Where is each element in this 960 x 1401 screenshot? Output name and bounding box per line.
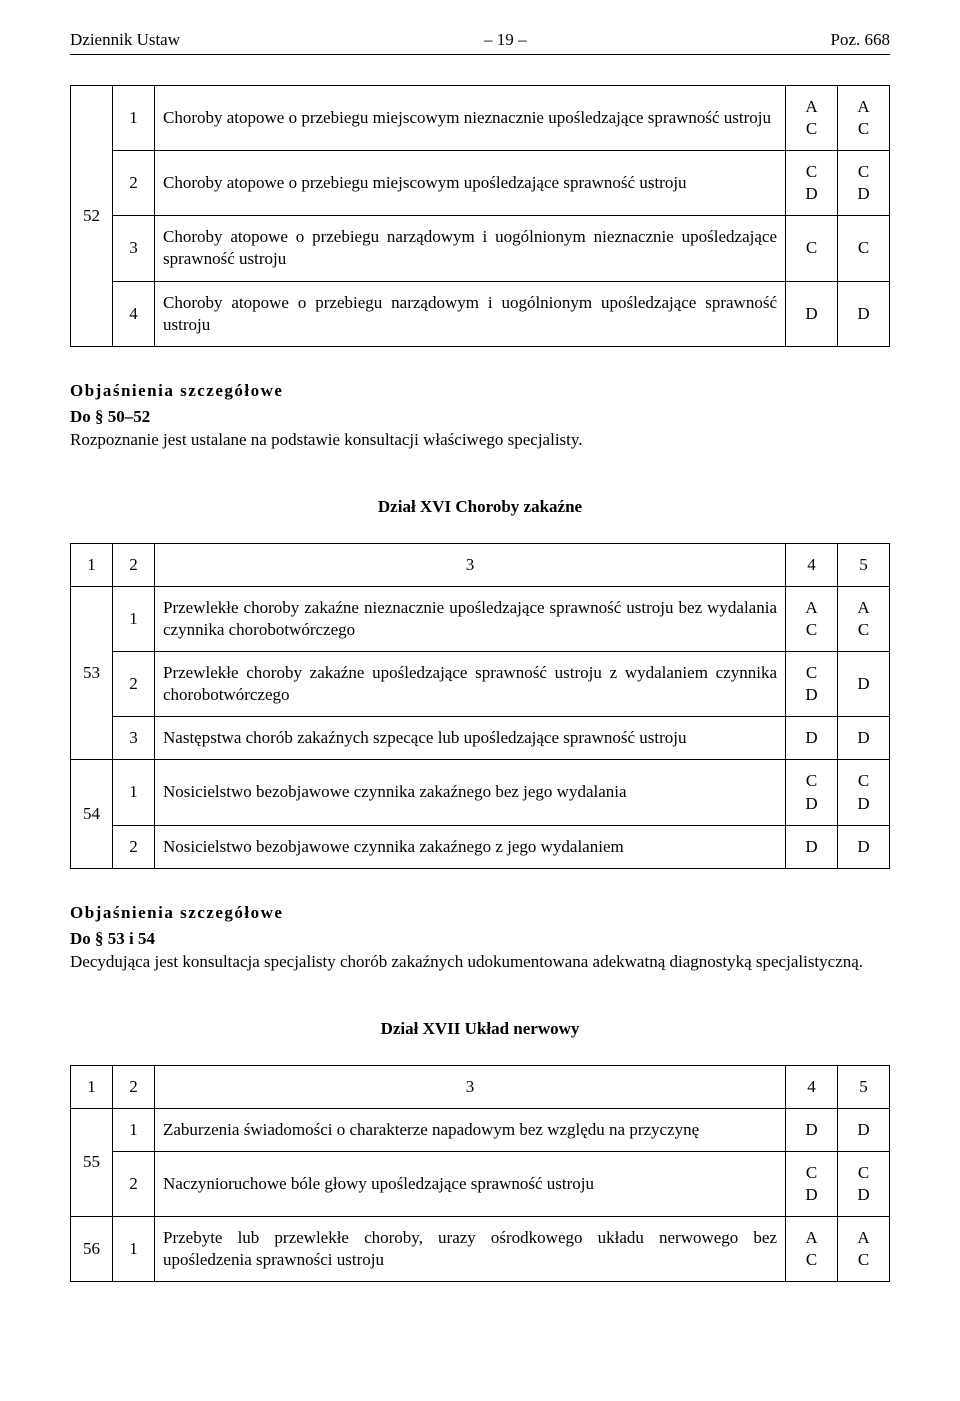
table-row: 55 1 Zaburzenia świadomości o charakterz… [71, 1108, 890, 1151]
row-val4: CD [786, 1151, 838, 1216]
row-desc: Przebyte lub przewlekłe choroby, urazy o… [155, 1217, 786, 1282]
row-val5: D [838, 281, 890, 346]
row-group-label: 53 [71, 586, 113, 759]
explain-text: Rozpoznanie jest ustalane na podstawie k… [70, 429, 890, 451]
table-row: 54 1 Nosicielstwo bezobjawowe czynnika z… [71, 760, 890, 825]
header-right: Poz. 668 [830, 30, 890, 50]
sub-number: 2 [113, 825, 155, 868]
row-desc: Naczynioruchowe bóle głowy upośledzające… [155, 1151, 786, 1216]
col-header: 5 [838, 543, 890, 586]
row-val5: C [838, 216, 890, 281]
explain-sub: Do § 53 i 54 [70, 929, 890, 949]
table-52: 52 1 Choroby atopowe o przebiegu miejsco… [70, 85, 890, 347]
col-header: 1 [71, 543, 113, 586]
table-header-row: 1 2 3 4 5 [71, 543, 890, 586]
row-desc: Następstwa chorób zakaźnych szpecące lub… [155, 717, 786, 760]
explain-title: Objaśnienia szczegółowe [70, 903, 890, 923]
sub-number: 1 [113, 586, 155, 651]
row-val4: AC [786, 86, 838, 151]
explain-text: Decydująca jest konsultacja specjalisty … [70, 951, 890, 973]
row-val5: D [838, 717, 890, 760]
sub-number: 1 [113, 86, 155, 151]
row-desc: Choroby atopowe o przebiegu miejscowym u… [155, 151, 786, 216]
explain-sub: Do § 50–52 [70, 407, 890, 427]
table-row: 3 Następstwa chorób zakaźnych szpecące l… [71, 717, 890, 760]
header-left: Dziennik Ustaw [70, 30, 180, 50]
row-val5: CD [838, 151, 890, 216]
col-header: 5 [838, 1065, 890, 1108]
sub-number: 3 [113, 216, 155, 281]
row-val4: AC [786, 586, 838, 651]
table-row: 52 1 Choroby atopowe o przebiegu miejsco… [71, 86, 890, 151]
table-row: 4 Choroby atopowe o przebiegu narządowym… [71, 281, 890, 346]
row-val4: C [786, 216, 838, 281]
col-header: 3 [155, 543, 786, 586]
table-row: 56 1 Przebyte lub przewlekłe choroby, ur… [71, 1217, 890, 1282]
table-row: 53 1 Przewlekłe choroby zakaźne nieznacz… [71, 586, 890, 651]
row-val5: CD [838, 760, 890, 825]
row-val5: CD [838, 1151, 890, 1216]
row-val4: CD [786, 760, 838, 825]
row-desc: Przewlekłe choroby zakaźne nieznacznie u… [155, 586, 786, 651]
table-55-56: 1 2 3 4 5 55 1 Zaburzenia świadomości o … [70, 1065, 890, 1283]
row-val4: D [786, 825, 838, 868]
table-row: 3 Choroby atopowe o przebiegu narządowym… [71, 216, 890, 281]
sub-number: 1 [113, 1217, 155, 1282]
row-group-label: 54 [71, 760, 113, 868]
explain-title: Objaśnienia szczegółowe [70, 381, 890, 401]
header-center: – 19 – [484, 30, 527, 50]
table-row: 2 Naczynioruchowe bóle głowy upośledzają… [71, 1151, 890, 1216]
row-val4: D [786, 281, 838, 346]
row-desc: Nosicielstwo bezobjawowe czynnika zakaźn… [155, 760, 786, 825]
row-val4: AC [786, 1217, 838, 1282]
row-val5: AC [838, 86, 890, 151]
col-header: 4 [786, 1065, 838, 1108]
sub-number: 3 [113, 717, 155, 760]
row-val5: D [838, 652, 890, 717]
row-desc: Przewlekłe choroby zakaźne upośledzające… [155, 652, 786, 717]
sub-number: 1 [113, 1108, 155, 1151]
division-title: Dział XVI Choroby zakaźne [70, 497, 890, 517]
row-val5: AC [838, 1217, 890, 1282]
row-desc: Choroby atopowe o przebiegu narządowym i… [155, 281, 786, 346]
row-desc: Choroby atopowe o przebiegu narządowym i… [155, 216, 786, 281]
row-group-label: 56 [71, 1217, 113, 1282]
col-header: 4 [786, 543, 838, 586]
row-desc: Nosicielstwo bezobjawowe czynnika zakaźn… [155, 825, 786, 868]
sub-number: 2 [113, 652, 155, 717]
row-val4: CD [786, 151, 838, 216]
row-group-label: 55 [71, 1108, 113, 1216]
row-group-label: 52 [71, 86, 113, 347]
row-val4: D [786, 1108, 838, 1151]
sub-number: 4 [113, 281, 155, 346]
row-val5: D [838, 825, 890, 868]
row-desc: Zaburzenia świadomości o charakterze nap… [155, 1108, 786, 1151]
sub-number: 1 [113, 760, 155, 825]
table-row: 2 Przewlekłe choroby zakaźne upośledzają… [71, 652, 890, 717]
table-53-54: 1 2 3 4 5 53 1 Przewlekłe choroby zakaźn… [70, 543, 890, 869]
sub-number: 2 [113, 151, 155, 216]
row-val4: CD [786, 652, 838, 717]
col-header: 3 [155, 1065, 786, 1108]
page-header: Dziennik Ustaw – 19 – Poz. 668 [70, 30, 890, 55]
sub-number: 2 [113, 1151, 155, 1216]
row-val5: AC [838, 586, 890, 651]
table-header-row: 1 2 3 4 5 [71, 1065, 890, 1108]
row-val5: D [838, 1108, 890, 1151]
table-row: 2 Nosicielstwo bezobjawowe czynnika zaka… [71, 825, 890, 868]
page: Dziennik Ustaw – 19 – Poz. 668 52 1 Chor… [0, 0, 960, 1322]
division-title: Dział XVII Układ nerwowy [70, 1019, 890, 1039]
table-row: 2 Choroby atopowe o przebiegu miejscowym… [71, 151, 890, 216]
col-header: 2 [113, 1065, 155, 1108]
col-header: 2 [113, 543, 155, 586]
col-header: 1 [71, 1065, 113, 1108]
row-desc: Choroby atopowe o przebiegu miejscowym n… [155, 86, 786, 151]
row-val4: D [786, 717, 838, 760]
